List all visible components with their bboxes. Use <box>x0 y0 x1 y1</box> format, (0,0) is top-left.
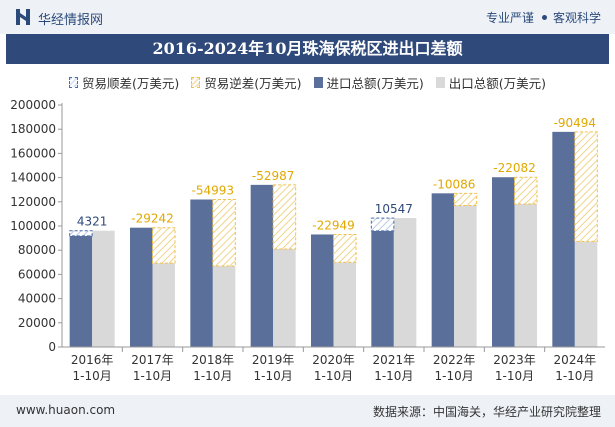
legend-swatch-surplus <box>68 76 78 88</box>
x-tick-label-period: 1-10月 <box>495 369 534 383</box>
balance-label: -29242 <box>131 212 174 226</box>
deficit-box <box>212 199 236 267</box>
export-bar <box>92 230 115 347</box>
legend-item-deficit: 贸易逆差(万美元) <box>191 73 302 92</box>
y-tick-label: 200000 <box>10 98 56 112</box>
tag-professional: 专业严谨 <box>485 11 534 25</box>
y-tick-label: 140000 <box>10 171 56 185</box>
header-tags: 专业严谨 客观科学 <box>486 9 601 26</box>
import-bar <box>69 235 93 347</box>
tag-objective: 客观科学 <box>552 11 601 25</box>
x-tick-label-year: 2016年 <box>71 353 114 367</box>
legend-label-import: 进口总额(万美元) <box>326 75 424 91</box>
x-tick-label-period: 1-10月 <box>73 369 112 383</box>
x-axis: 2016年 1-10月 2017年 1-10月 2018年 1-10月 2019年 1-10月… <box>62 346 605 383</box>
export-bar <box>273 248 296 347</box>
x-tick-label-year: 2023年 <box>493 353 536 367</box>
import-bar <box>311 234 334 347</box>
legend-item-export: 出口总额(万美元) <box>435 73 547 92</box>
legend-label-surplus: 贸易顺差(万美元) <box>81 75 180 91</box>
x-tick-label-period: 1-10月 <box>254 369 293 383</box>
y-tick-label: 80000 <box>18 243 56 257</box>
x-tick-label-period: 1-10月 <box>193 369 232 383</box>
export-bar <box>574 241 598 347</box>
x-tick-label-period: 1-10月 <box>314 369 353 383</box>
export-bar <box>393 218 417 347</box>
export-bar <box>333 262 356 347</box>
export-bar <box>212 266 236 347</box>
legend-item-surplus: 贸易顺差(万美元) <box>68 73 180 92</box>
chart-title: 2016-2024年10月珠海保税区进出口差额 <box>6 34 609 64</box>
legend-label-deficit: 贸易逆差(万美元) <box>204 75 302 91</box>
y-tick-label: 180000 <box>10 122 56 136</box>
legend-swatch-import <box>313 76 323 88</box>
y-axis: 0 20000 40000 60000 80000 100000 120000 140000 1… <box>10 98 63 354</box>
y-tick-label: 0 <box>48 340 56 354</box>
balance-label: -52987 <box>252 169 295 183</box>
brand-name: 华经情报网 <box>38 13 104 28</box>
balance-label: 10547 <box>375 202 413 216</box>
export-bar <box>454 205 477 347</box>
balance-label: -10086 <box>433 177 476 191</box>
y-tick-label: 20000 <box>18 316 56 330</box>
deficit-box <box>152 227 176 264</box>
x-tick-label-year: 2020年 <box>312 353 355 367</box>
balance-label: -22082 <box>493 161 536 175</box>
x-tick-label-year: 2024年 <box>554 353 597 367</box>
deficit-box <box>272 184 297 250</box>
deficit-box <box>453 192 478 207</box>
balance-label: -22949 <box>312 218 355 232</box>
x-tick-label-year: 2022年 <box>433 353 476 367</box>
x-tick-label-year: 2021年 <box>373 353 416 367</box>
y-tick-label: 40000 <box>18 292 56 306</box>
import-bar <box>371 230 394 347</box>
import-bar <box>130 227 153 347</box>
import-bar <box>431 193 455 347</box>
y-tick-label: 120000 <box>10 195 56 209</box>
x-tick-label-period: 1-10月 <box>435 369 474 383</box>
deficit-box <box>333 233 357 263</box>
x-tick-label-year: 2018年 <box>192 353 235 367</box>
footer-bar: www.huaon.com 数据来源：中国海关，华经产业研究院整理 <box>0 395 615 427</box>
x-tick-label-year: 2017年 <box>131 353 174 367</box>
x-tick-label-period: 1-10月 <box>555 369 594 383</box>
bullet-icon <box>541 15 547 20</box>
balance-label: 4321 <box>77 215 108 229</box>
surplus-box <box>370 217 395 232</box>
plot-area: 4321 -29242 -54993 -52987 -22949 10547 -10086 -… <box>69 116 598 347</box>
import-bar <box>190 199 213 347</box>
legend-swatch-deficit <box>191 76 201 88</box>
footer-url: www.huaon.com <box>16 403 116 417</box>
y-tick-label: 160000 <box>10 146 56 160</box>
bar-chart: 0 20000 40000 60000 80000 100000 120000 140000 1… <box>10 98 605 383</box>
legend-label-export: 出口总额(万美元) <box>448 75 547 91</box>
import-bar <box>492 177 515 347</box>
surplus-box <box>69 230 93 237</box>
deficit-box <box>514 176 538 205</box>
x-tick-label-period: 1-10月 <box>133 369 172 383</box>
import-bar <box>552 131 575 347</box>
footer-source: 数据来源：中国海关，华经产业研究院整理 <box>372 405 601 419</box>
export-bar <box>152 263 175 347</box>
chart-legend: 贸易顺差(万美元) 贸易逆差(万美元) 进口总额(万美元) 出口总额(万美元) <box>0 72 615 92</box>
balance-label: -54993 <box>192 184 235 198</box>
top-bar: 华经情报网 专业严谨 客观科学 <box>0 0 615 34</box>
x-tick-label-period: 1-10月 <box>374 369 413 383</box>
x-tick-label-year: 2019年 <box>252 353 295 367</box>
deficit-box <box>574 131 598 242</box>
export-bar <box>514 203 537 347</box>
legend-item-import: 进口总额(万美元) <box>313 73 424 92</box>
balance-label: -90494 <box>554 116 597 130</box>
legend-swatch-export <box>435 76 445 88</box>
y-tick-label: 100000 <box>10 219 56 233</box>
import-bar <box>250 184 274 347</box>
y-tick-label: 60000 <box>18 267 56 281</box>
huajing-logo-icon <box>16 9 30 25</box>
